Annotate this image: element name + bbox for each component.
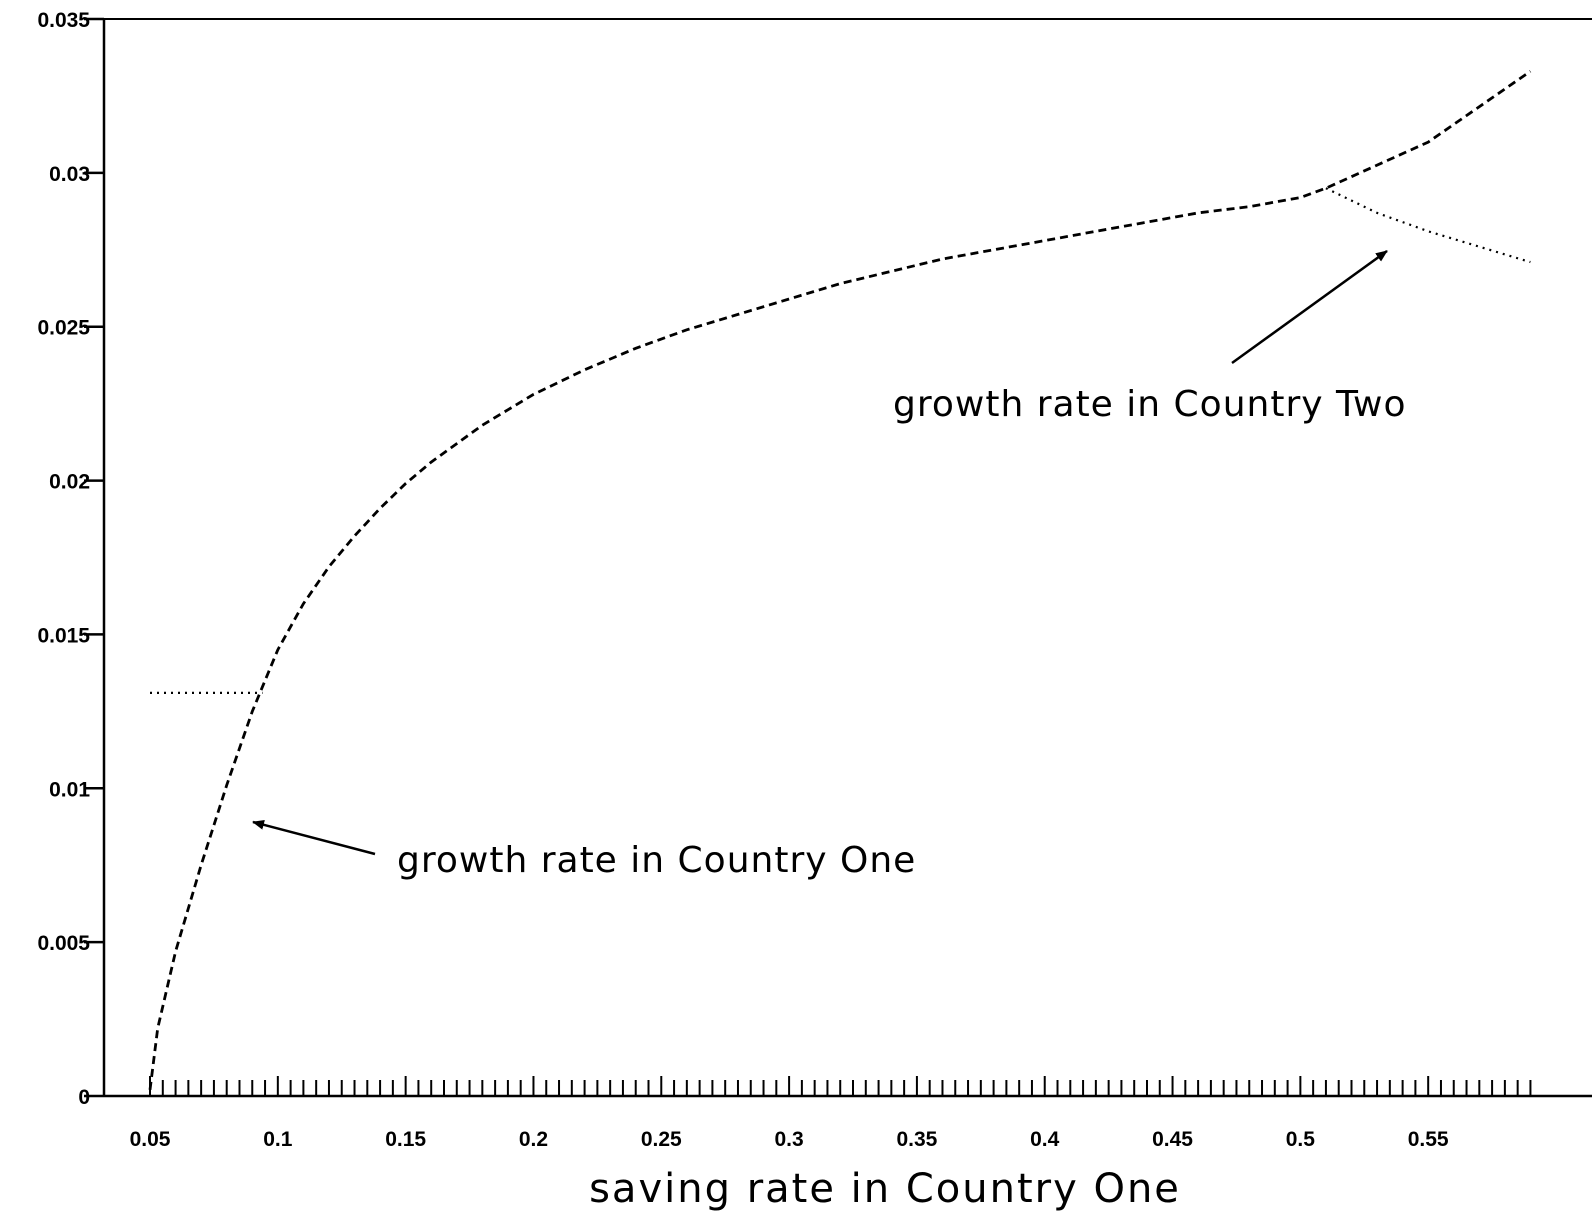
x-tick-label: 0.05	[130, 1128, 171, 1151]
y-tick-label: 0.03	[49, 163, 90, 186]
y-tick-label: 0	[78, 1086, 90, 1109]
y-tick-label: 0.02	[49, 471, 90, 494]
annotation-label-country-one: growth rate in Country One	[397, 840, 916, 881]
x-axis-title: saving rate in Country One	[589, 1166, 1181, 1212]
arrow-country-two	[1231, 249, 1388, 365]
arrow-country-one	[252, 819, 376, 856]
series-layer	[148, 70, 1532, 1090]
x-tick-label: 0.55	[1408, 1128, 1449, 1151]
x-axis-ticks: 0.05 0.1 0.15 0.2 0.25 0.3 0.35 0.4 0.45 0.5 0.55	[130, 1128, 1449, 1151]
x-tick-label: 0.3	[774, 1128, 803, 1151]
series-line-dotted-2	[1325, 187, 1531, 264]
x-axis-minor-ticks	[149, 1076, 1532, 1096]
y-tick-label: 0.005	[37, 932, 90, 955]
x-tick-label: 0.5	[1286, 1128, 1316, 1151]
annotation-label-country-two: growth rate in Country Two	[893, 384, 1407, 425]
y-axis-ticks: 0 0.005 0.01 0.015 0.02 0.025 0.03 0.035	[37, 9, 104, 1109]
x-tick-label: 0.4	[1030, 1128, 1060, 1151]
annotation-country-one: growth rate in Country One	[252, 819, 916, 881]
series-line-dashed	[148, 70, 1532, 1090]
x-tick-label: 0.45	[1152, 1128, 1193, 1151]
y-tick-label: 0.035	[37, 9, 90, 32]
annotation-country-two: growth rate in Country Two	[893, 249, 1407, 425]
x-tick-label: 0.2	[519, 1128, 548, 1151]
x-tick-label: 0.35	[896, 1128, 937, 1151]
y-tick-label: 0.01	[49, 778, 90, 801]
y-tick-label: 0.025	[37, 317, 90, 340]
plot-frame	[102, 18, 1592, 1098]
x-tick-label: 0.25	[641, 1128, 682, 1151]
x-tick-label: 0.1	[263, 1128, 293, 1151]
y-tick-label: 0.015	[37, 624, 90, 647]
x-tick-label: 0.15	[385, 1128, 426, 1151]
